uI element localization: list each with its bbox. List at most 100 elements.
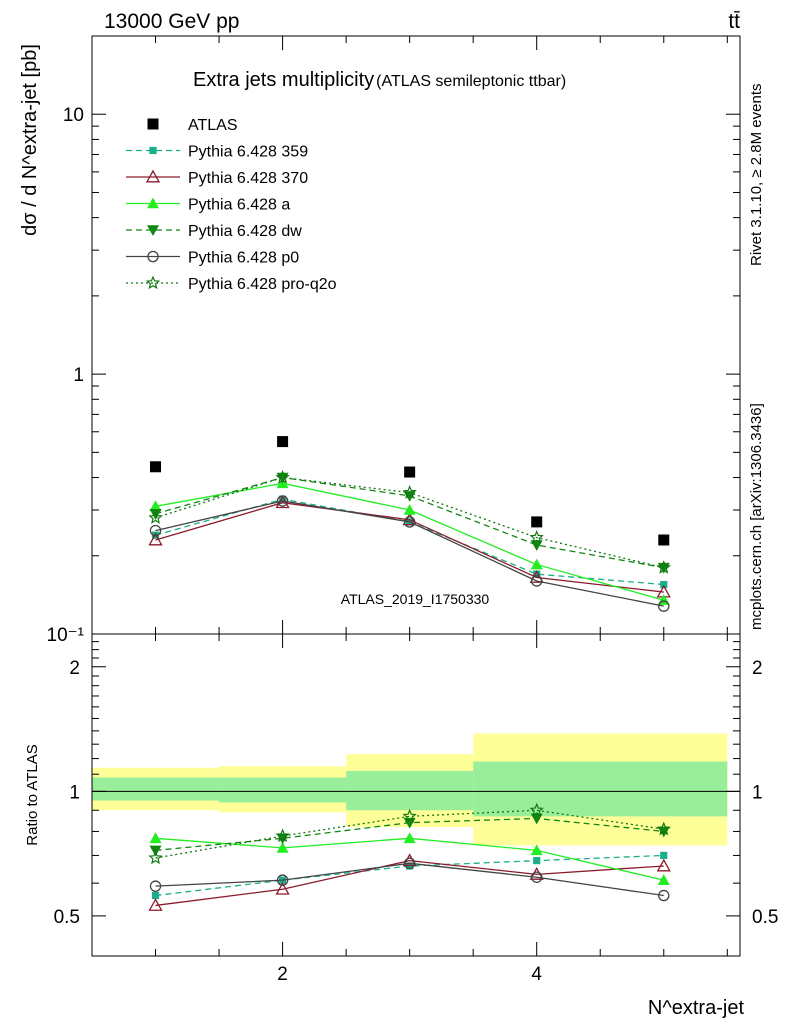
main-point-pythia-6-428-359: [278, 495, 287, 503]
main-point-pythia-6-428-dw: [149, 509, 162, 520]
legend-label-pythia-6-428-a: Pythia 6.428 a: [188, 197, 290, 214]
ratio-point-pythia-6-428-370: [402, 853, 417, 867]
ratio-point-pythia-6-428-a: [530, 844, 543, 856]
ratio-y-tick-label: 0.5: [54, 907, 80, 928]
x-tick-label: 2: [277, 964, 288, 985]
legend-marker-pythia-6-428-a: [147, 197, 159, 209]
x-tick-label: 4: [531, 964, 542, 985]
main-point-pythia-6-428-a: [149, 500, 162, 512]
main-line-pythia-6-428-370: [155, 502, 664, 593]
ratio-y-tick-label: 2: [752, 658, 763, 679]
legend-label-atlas: ATLAS: [188, 117, 238, 134]
ratio-point-pythia-6-428-a: [149, 832, 162, 844]
legend-marker-pythia-6-428-359: [149, 146, 157, 155]
main-point-atlas: [531, 516, 543, 528]
y-tick-label: 10: [63, 105, 84, 126]
ratio-line-pythia-6-428-pro-q2o: [155, 809, 664, 859]
legend-label-pythia-6-428-370: Pythia 6.428 370: [188, 170, 308, 187]
ratio-y-tick-label: 1: [752, 782, 763, 803]
y-axis-label-ratio: Ratio to ATLAS: [24, 744, 41, 845]
main-point-pythia-6-428-pro-q2o: [148, 510, 163, 524]
ratio-point-pythia-6-428-370: [656, 858, 671, 872]
process-label: tt̄: [728, 10, 740, 33]
ratio-plot-series: [148, 802, 671, 911]
ratio-point-pythia-6-428-p0: [658, 889, 670, 902]
y-tick-label: 10⁻¹: [47, 625, 85, 646]
watermark: ATLAS_2019_I1750330: [341, 591, 490, 607]
main-point-pythia-6-428-a: [403, 504, 416, 515]
legend-marker-pythia-6-428-370: [145, 169, 161, 183]
main-point-atlas: [150, 461, 162, 473]
main-point-pythia-6-428-359: [660, 580, 668, 589]
ratio-point-pythia-6-428-359: [533, 857, 541, 865]
chart-title-main: Extra jets multiplicity: [193, 69, 374, 91]
main-point-pythia-6-428-dw: [657, 562, 670, 574]
ratio-line-pythia-6-428-359: [155, 854, 664, 897]
x-axis-label: N^extra-jet: [648, 997, 745, 1019]
y-axis-label-top: dσ / d N^extra-jet [pb]: [19, 44, 41, 236]
main-line-pythia-6-428-pro-q2o: [155, 476, 664, 569]
ratio-point-pythia-6-428-p0: [403, 857, 416, 870]
ratio-y-tick-label: 1: [69, 782, 80, 803]
ratio-point-pythia-6-428-359: [151, 891, 160, 900]
legend-marker-pythia-6-428-pro-q2o: [145, 275, 161, 290]
main-point-pythia-6-428-p0: [149, 524, 162, 537]
main-point-atlas: [404, 466, 416, 478]
ratio-point-pythia-6-428-p0: [530, 871, 543, 883]
plot-frames: [91, 35, 741, 957]
ratio-point-pythia-6-428-pro-q2o: [402, 808, 417, 823]
ratio-point-pythia-6-428-p0: [149, 880, 162, 892]
legend-label-pythia-6-428-dw: Pythia 6.428 dw: [188, 223, 302, 240]
chart-title-sub: (ATLAS semileptonic ttbar): [376, 73, 566, 90]
ratio-point-pythia-6-428-359: [660, 851, 668, 860]
ratio-y-tick-label: 2: [69, 658, 80, 679]
chart-title: Extra jets multiplicity (ATLAS semilepton…: [193, 69, 566, 91]
main-point-pythia-6-428-370: [402, 512, 417, 526]
legend-marker-atlas: [147, 118, 159, 130]
main-point-pythia-6-428-pro-q2o: [402, 485, 417, 499]
main-point-atlas: [658, 534, 670, 546]
ratio-point-pythia-6-428-dw: [530, 813, 543, 825]
main-point-pythia-6-428-pro-q2o: [656, 560, 671, 574]
main-point-pythia-6-428-pro-q2o: [529, 530, 544, 544]
main-point-atlas: [277, 436, 289, 448]
main-point-pythia-6-428-p0: [276, 495, 289, 507]
ratio-line-pythia-6-428-370: [155, 859, 664, 907]
legend-marker-pythia-6-428-p0: [147, 250, 159, 263]
main-point-pythia-6-428-a: [530, 558, 543, 570]
band-inner: [346, 770, 474, 811]
main-point-pythia-6-428-359: [533, 570, 541, 578]
main-point-pythia-6-428-p0: [403, 516, 416, 528]
main-point-pythia-6-428-p0: [530, 575, 543, 587]
legend-marker-pythia-6-428-dw: [147, 225, 159, 236]
main-point-pythia-6-428-dw: [530, 540, 543, 552]
band-inner: [473, 761, 728, 817]
ratio-point-pythia-6-428-a: [403, 832, 416, 844]
side-label-bottom: mcplots.cern.ch [arXiv:1306.3436]: [748, 403, 765, 630]
ratio-line-pythia-6-428-p0: [155, 862, 664, 897]
energy-label: 13000 GeV pp: [104, 10, 239, 33]
main-point-pythia-6-428-370: [148, 532, 163, 546]
ratio-point-pythia-6-428-pro-q2o: [148, 850, 163, 865]
main-point-pythia-6-428-p0: [658, 600, 670, 612]
ratio-point-pythia-6-428-pro-q2o: [656, 821, 671, 836]
ratio-point-pythia-6-428-a: [276, 841, 289, 853]
side-label-top: Rivet 3.1.10, ≥ 2.8M events: [748, 84, 765, 267]
uncertainty-bands: [92, 733, 740, 846]
legend: ATLAS Pythia 6.428 359 Pythia 6.428 370 Pyt…: [126, 117, 337, 293]
legend-label-pythia-6-428-pro-q2o: Pythia 6.428 pro-q2o: [188, 276, 337, 293]
main-line-pythia-6-428-p0: [155, 500, 664, 607]
ratio-point-pythia-6-428-p0: [276, 874, 289, 886]
ratio-point-pythia-6-428-pro-q2o: [275, 828, 290, 843]
main-point-pythia-6-428-dw: [276, 472, 289, 484]
ratio-point-pythia-6-428-pro-q2o: [529, 802, 544, 817]
ratio-point-pythia-6-428-370: [148, 898, 163, 911]
ratio-point-pythia-6-428-370: [275, 881, 290, 895]
main-point-pythia-6-428-pro-q2o: [275, 469, 290, 484]
axis-ticks: 10⁻¹ 1 10 0.5 0.5 1 1 2 2 2 4: [47, 35, 778, 985]
band-inner: [92, 777, 220, 801]
ratio-y-tick-label: 0.5: [752, 907, 778, 928]
legend-label-pythia-6-428-p0: Pythia 6.428 p0: [188, 250, 299, 267]
ratio-point-pythia-6-428-a: [657, 874, 670, 885]
